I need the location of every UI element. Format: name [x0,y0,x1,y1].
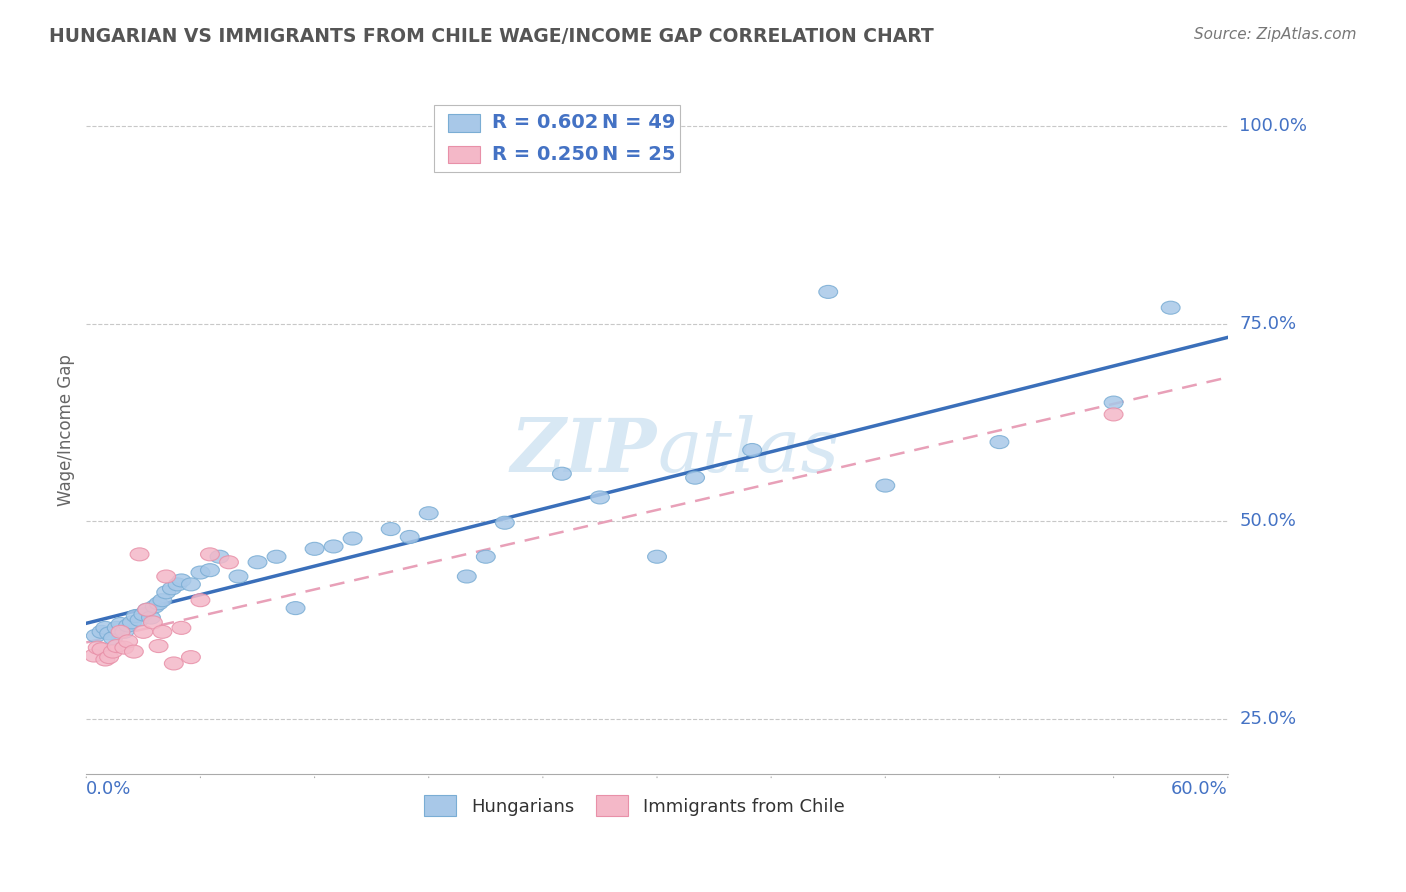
Ellipse shape [138,603,156,616]
Ellipse shape [287,601,305,615]
Ellipse shape [134,625,153,639]
Ellipse shape [191,566,209,579]
Ellipse shape [181,650,200,664]
Ellipse shape [143,615,162,629]
Ellipse shape [100,650,118,664]
Text: ZIP: ZIP [510,415,657,487]
Ellipse shape [648,550,666,563]
Ellipse shape [686,471,704,484]
Ellipse shape [100,627,118,640]
Ellipse shape [401,531,419,543]
Ellipse shape [118,619,138,632]
Ellipse shape [381,523,401,535]
Ellipse shape [169,578,187,591]
Text: 75.0%: 75.0% [1239,315,1296,333]
Ellipse shape [1104,408,1123,421]
Ellipse shape [131,614,149,626]
Ellipse shape [149,640,167,653]
Ellipse shape [172,622,191,634]
Ellipse shape [495,516,515,529]
Ellipse shape [153,625,172,639]
Ellipse shape [124,645,143,658]
Ellipse shape [591,491,609,504]
FancyBboxPatch shape [449,114,479,132]
Ellipse shape [343,532,363,545]
Ellipse shape [122,615,142,629]
Ellipse shape [153,594,172,607]
Ellipse shape [91,625,111,639]
Ellipse shape [104,645,122,658]
Ellipse shape [156,570,176,583]
Ellipse shape [172,574,191,587]
Ellipse shape [89,641,107,654]
Ellipse shape [457,570,477,583]
Ellipse shape [990,435,1010,449]
Text: N = 25: N = 25 [602,145,676,164]
FancyBboxPatch shape [449,145,479,163]
Ellipse shape [145,600,165,613]
Ellipse shape [191,594,209,607]
Text: atlas: atlas [657,415,839,487]
Text: 60.0%: 60.0% [1171,780,1227,798]
Ellipse shape [111,625,129,639]
Ellipse shape [201,564,219,576]
Text: 100.0%: 100.0% [1239,117,1308,135]
Ellipse shape [818,285,838,299]
Ellipse shape [84,649,103,662]
Text: 25.0%: 25.0% [1239,710,1296,728]
Ellipse shape [325,540,343,553]
Ellipse shape [1161,301,1180,314]
Ellipse shape [91,643,111,656]
Ellipse shape [115,641,134,654]
Ellipse shape [156,586,176,599]
Text: R = 0.602: R = 0.602 [492,113,598,132]
Ellipse shape [181,578,200,591]
Text: N = 49: N = 49 [602,113,676,132]
Ellipse shape [131,548,149,561]
FancyBboxPatch shape [434,105,681,172]
Ellipse shape [138,603,156,616]
Ellipse shape [201,548,219,561]
Ellipse shape [127,609,145,623]
Ellipse shape [1104,396,1123,409]
Ellipse shape [134,608,153,621]
Text: 0.0%: 0.0% [86,780,132,798]
Ellipse shape [209,550,229,563]
Ellipse shape [247,556,267,569]
Ellipse shape [149,597,167,610]
Ellipse shape [118,635,138,648]
Ellipse shape [165,657,183,670]
Ellipse shape [96,653,115,666]
Ellipse shape [742,443,762,457]
Ellipse shape [267,550,285,563]
Ellipse shape [107,640,127,653]
Y-axis label: Wage/Income Gap: Wage/Income Gap [58,354,75,506]
Ellipse shape [104,632,122,645]
Text: R = 0.250: R = 0.250 [492,145,598,164]
Text: HUNGARIAN VS IMMIGRANTS FROM CHILE WAGE/INCOME GAP CORRELATION CHART: HUNGARIAN VS IMMIGRANTS FROM CHILE WAGE/… [49,27,934,45]
Ellipse shape [86,629,105,642]
Ellipse shape [142,611,160,624]
Text: Source: ZipAtlas.com: Source: ZipAtlas.com [1194,27,1357,42]
Ellipse shape [111,617,129,631]
Ellipse shape [876,479,894,492]
Ellipse shape [305,542,323,556]
Ellipse shape [96,622,115,634]
Ellipse shape [229,570,247,583]
Text: 50.0%: 50.0% [1239,512,1296,530]
Ellipse shape [163,582,181,595]
Ellipse shape [115,625,134,639]
Ellipse shape [107,622,127,634]
Ellipse shape [477,550,495,563]
Ellipse shape [419,507,439,520]
Legend: Hungarians, Immigrants from Chile: Hungarians, Immigrants from Chile [416,789,852,823]
Ellipse shape [219,556,239,569]
Ellipse shape [553,467,571,480]
